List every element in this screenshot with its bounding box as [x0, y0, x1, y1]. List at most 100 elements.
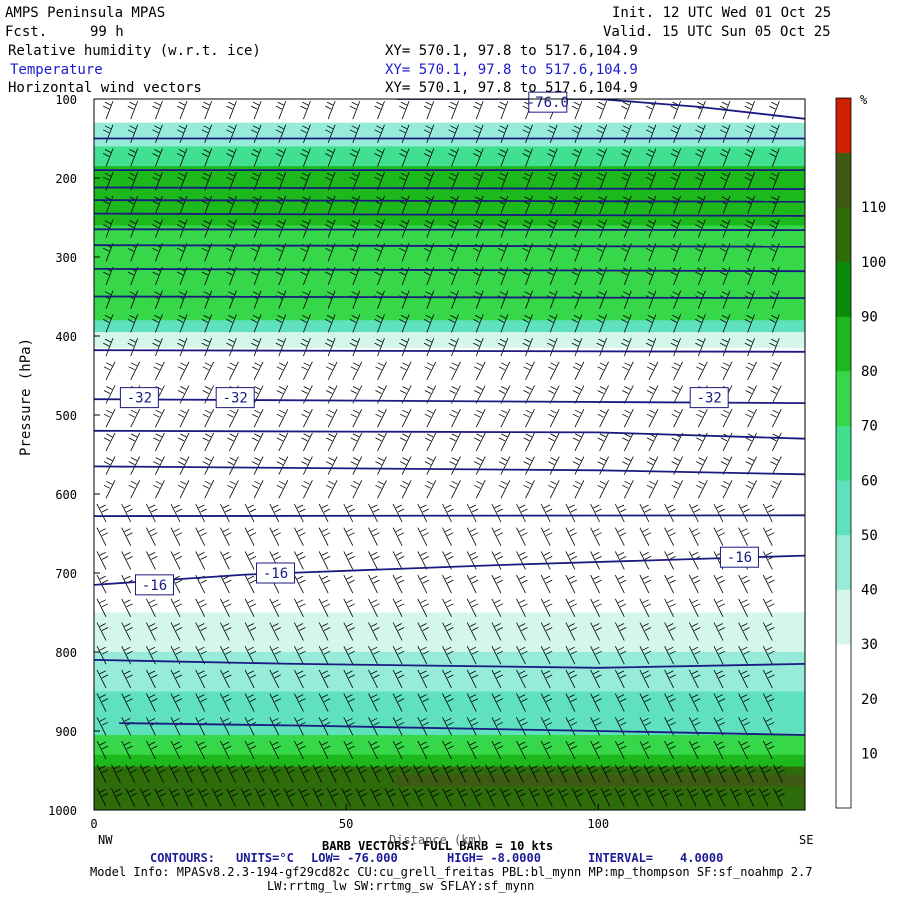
- wind-barb-839: [197, 788, 209, 807]
- wind-barb-399: [276, 432, 289, 452]
- wind-barb-459: [375, 480, 387, 499]
- wind-barb-728: [96, 717, 109, 736]
- wind-barb-605: [516, 598, 528, 617]
- wind-barb-760: [195, 740, 207, 760]
- wind-barb-265: [423, 314, 435, 333]
- wind-barb-335: [770, 361, 782, 380]
- wind-barb-599: [368, 598, 380, 617]
- wind-barb-667: [664, 646, 676, 665]
- rh-band-1: [94, 122, 805, 147]
- wind-barb-262: [349, 314, 361, 333]
- wind-barb-474: [745, 480, 757, 499]
- wind-barb-514: [343, 527, 355, 546]
- wind-barb-430: [350, 456, 363, 475]
- wind-barb-801: [341, 764, 353, 783]
- wind-barb-610: [639, 598, 652, 617]
- wind-barb-690: [540, 669, 553, 689]
- wind-barb-526: [639, 527, 652, 546]
- wind-barb-655: [368, 646, 380, 665]
- wind-barb-0: [103, 100, 114, 120]
- wind-barb-723: [664, 693, 676, 712]
- wind-barb-332: [696, 361, 708, 380]
- wind-barb-635: [565, 622, 577, 641]
- wind-barb-29: [127, 124, 139, 143]
- wind-barb-499: [664, 503, 676, 523]
- wind-barb-263: [374, 314, 385, 333]
- wind-barb-8: [300, 100, 311, 120]
- wind-barb-320: [400, 361, 412, 380]
- wind-barb-487: [368, 503, 380, 523]
- wind-barb-19: [571, 100, 583, 120]
- wind-barb-853: [398, 788, 411, 807]
- wind-barb-498: [639, 503, 652, 523]
- wind-barb-651: [269, 646, 281, 665]
- wind-barb-708: [294, 693, 306, 712]
- wind-barb-276: [695, 314, 706, 333]
- wind-barb-317: [326, 361, 338, 380]
- wind-barb-432: [400, 456, 412, 475]
- colorbar-swatch-1: [836, 698, 851, 754]
- wind-barb-549: [516, 551, 528, 570]
- wind-barb-273: [621, 314, 632, 333]
- wind-barb-775: [565, 740, 577, 760]
- wind-barb-287: [275, 337, 287, 357]
- wind-barb-334: [745, 361, 757, 380]
- wind-barb-57: [127, 148, 139, 167]
- wind-barb-824: [672, 764, 684, 783]
- wind-barb-449: [128, 480, 141, 499]
- wind-barb-619: [170, 622, 183, 641]
- colorbar-swatch-10: [836, 207, 851, 263]
- wind-barb-394: [153, 432, 165, 452]
- wind-barb-115: [177, 195, 188, 215]
- wind-barb-153: [423, 219, 435, 238]
- wind-barb-766: [343, 740, 355, 760]
- rh-fill: [94, 99, 805, 810]
- y-tick-label-7: 800: [55, 646, 77, 660]
- wind-barb-614: [738, 598, 750, 617]
- wind-barb-375: [375, 409, 387, 428]
- wind-barb-152: [399, 219, 410, 238]
- wind-barb-682: [343, 669, 355, 689]
- wind-barb-618: [146, 622, 158, 641]
- wind-barb-490: [442, 503, 454, 523]
- wind-barb-741: [417, 717, 429, 736]
- wind-barb-261: [325, 314, 336, 333]
- wind-barb-825: [686, 764, 699, 783]
- wind-barb-397: [227, 432, 239, 452]
- wind-barb-482: [244, 503, 257, 523]
- wind-barb-872: [672, 788, 684, 807]
- wind-barb-288: [300, 337, 311, 357]
- wind-barb-476: [96, 503, 109, 523]
- wind-barb-405: [424, 432, 437, 452]
- wind-barb-806: [413, 764, 425, 783]
- wind-barb-68: [399, 148, 410, 167]
- y-tick-label-8: 900: [55, 725, 77, 739]
- wind-barb-798: [298, 764, 310, 783]
- wind-barb-615: [762, 598, 775, 617]
- wind-barb-576: [491, 574, 503, 594]
- wind-barb-280: [103, 337, 114, 357]
- wind-barb-63: [275, 148, 287, 167]
- wind-barb-661: [516, 646, 528, 665]
- wind-barb-322: [449, 361, 461, 380]
- wind-barb-636: [590, 622, 602, 641]
- wind-barb-677: [220, 669, 232, 689]
- contour-high: HIGH= -8.0000: [447, 851, 541, 865]
- wind-barb-56: [103, 148, 114, 167]
- wind-barb-524: [590, 527, 602, 546]
- wind-barb-572: [392, 574, 405, 594]
- wind-barb-702: [146, 693, 158, 712]
- wind-barb-607: [565, 598, 577, 617]
- wind-barb-715: [466, 693, 479, 712]
- wind-barb-102: [547, 172, 558, 191]
- colorbar-label-8: 90: [861, 309, 878, 325]
- wind-barb-329: [622, 361, 634, 380]
- wind-barb-7: [275, 100, 287, 120]
- wind-barb-310: [153, 361, 165, 380]
- y-tick-label-1: 200: [55, 172, 77, 186]
- wind-barb-423: [177, 456, 190, 475]
- wind-barb-422: [153, 456, 165, 475]
- wind-barb-462: [449, 480, 461, 499]
- wind-barb-804: [384, 764, 397, 783]
- wind-barb-378: [449, 409, 461, 428]
